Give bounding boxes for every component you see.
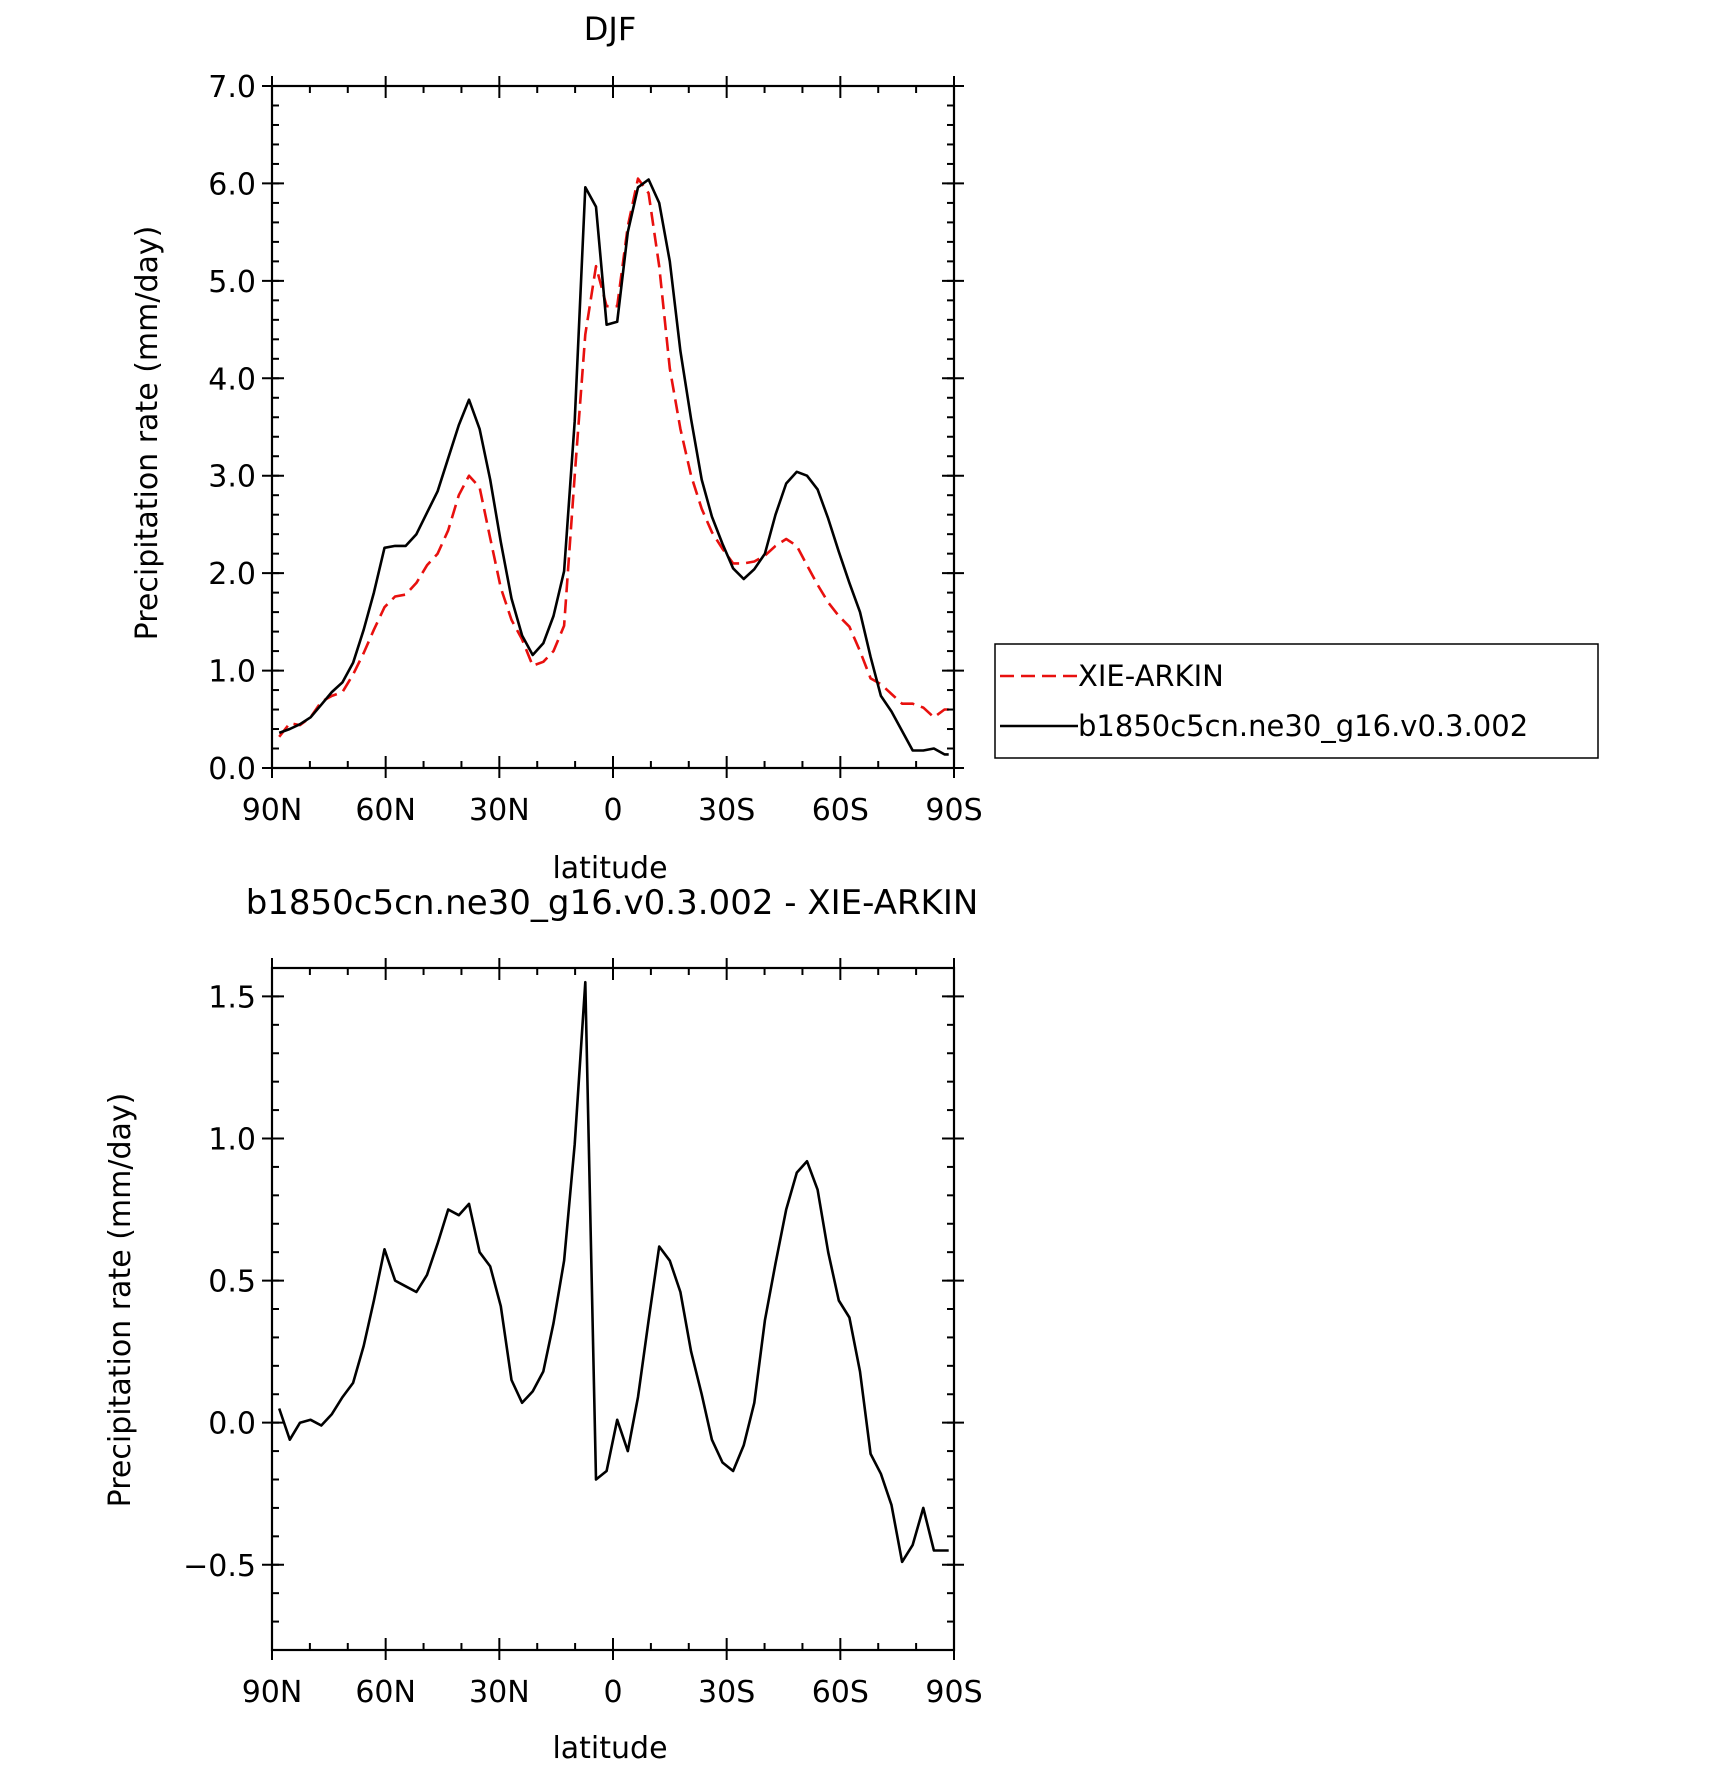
- legend-label-xie-arkin: XIE-ARKIN: [1078, 659, 1224, 693]
- bottom-chart-x-axis-label: latitude: [552, 1731, 667, 1766]
- top-chart-title: DJF: [584, 10, 636, 48]
- top-chart-y-tick-label: 6.0: [208, 167, 256, 202]
- bottom-chart-frame: [270, 966, 956, 1652]
- bottom-chart-panel: b1850c5cn.ne30_g16.v0.3.002 - XIE-ARKIN …: [103, 883, 983, 1766]
- legend-label-b1850c5cn: b1850c5cn.ne30_g16.v0.3.002: [1078, 709, 1528, 743]
- top-chart-y-tick-label: 1.0: [208, 655, 256, 690]
- legend-box: [994, 643, 1599, 759]
- top-chart-x-tick-label: 0: [603, 793, 622, 828]
- bottom-chart-x-tick-label: 60N: [355, 1675, 416, 1710]
- bottom-chart-x-tick-label: 30S: [698, 1675, 755, 1710]
- top-chart-series-xie-arkin: [278, 177, 949, 738]
- top-chart-x-tick-label: 30S: [698, 793, 755, 828]
- bottom-chart-y-tick-label: 0.0: [208, 1407, 256, 1442]
- bottom-chart-series-difference: [277, 980, 949, 1564]
- top-chart-series-b1850c5cn-ne30-g16-v0-3-002: [278, 178, 949, 756]
- top-chart-x-tick-label: 60S: [812, 793, 869, 828]
- top-chart-x-tick-label: 90S: [925, 793, 982, 828]
- top-chart-y-tick-label: 4.0: [208, 362, 256, 397]
- top-chart-y-tick-label: 3.0: [208, 460, 256, 495]
- bottom-chart-y-tick-label: −0.5: [183, 1549, 256, 1584]
- top-chart-y-tick-label: 7.0: [208, 70, 256, 105]
- top-chart-x-tick-label: 30N: [469, 793, 530, 828]
- top-chart-x-tick-label: 60N: [355, 793, 416, 828]
- top-chart-y-tick-label: 2.0: [208, 557, 256, 592]
- top-chart-y-axis-label: Precipitation rate (mm/day): [130, 226, 165, 641]
- top-chart-y-tick-label: 0.0: [208, 752, 256, 787]
- top-chart-x-tick-label: 90N: [242, 793, 303, 828]
- bottom-chart-title: b1850c5cn.ne30_g16.v0.3.002 - XIE-ARKIN: [246, 883, 979, 923]
- bottom-chart-x-tick-label: 30N: [469, 1675, 530, 1710]
- top-chart-frame: [270, 84, 956, 770]
- bottom-chart-x-tick-label: 90S: [925, 1675, 982, 1710]
- bottom-chart-y-tick-label: 1.0: [208, 1123, 256, 1158]
- bottom-chart-y-axis-label: Precipitation rate (mm/day): [103, 1093, 138, 1508]
- bottom-chart-x-tick-label: 0: [603, 1675, 622, 1710]
- bottom-chart-y-tick-label: 1.5: [208, 980, 256, 1015]
- top-chart-panel: DJF Precipitation rate (mm/day) latitude…: [130, 10, 983, 886]
- bottom-chart-y-tick-label: 0.5: [208, 1265, 256, 1300]
- bottom-chart-x-tick-label: 90N: [242, 1675, 303, 1710]
- legend: XIE-ARKIN b1850c5cn.ne30_g16.v0.3.002: [994, 643, 1599, 759]
- top-chart-x-axis-label: latitude: [552, 851, 667, 886]
- bottom-chart-x-tick-label: 60S: [812, 1675, 869, 1710]
- top-chart-y-tick-label: 5.0: [208, 265, 256, 300]
